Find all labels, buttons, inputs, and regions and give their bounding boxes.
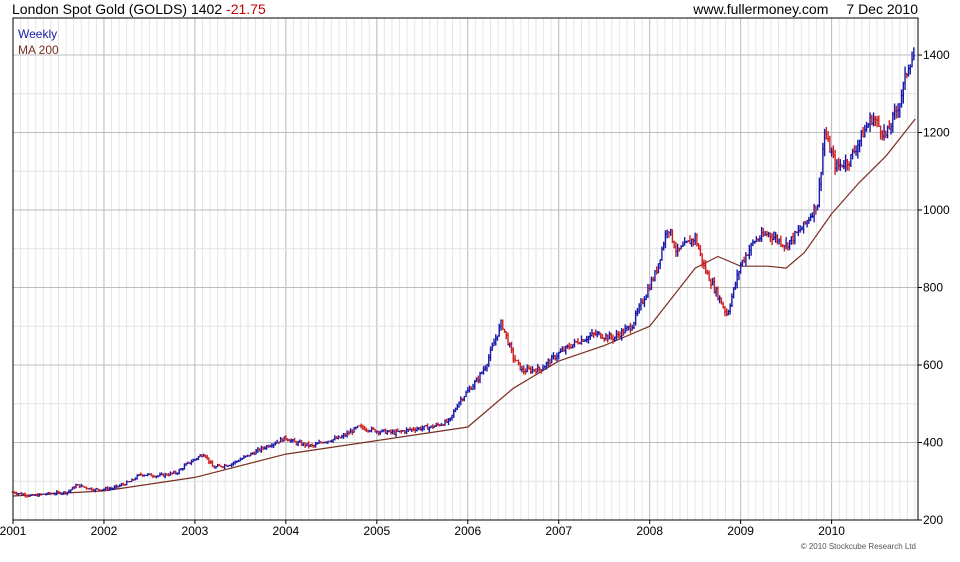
x-tick-label: 2005 bbox=[363, 524, 390, 538]
plot-border bbox=[12, 17, 919, 521]
chart-date: 7 Dec 2010 bbox=[846, 1, 918, 17]
y-axis: 200 400 600 800 1000 1200 1400 bbox=[918, 48, 950, 527]
price-change: -21.75 bbox=[226, 1, 266, 17]
y-tick-label: 200 bbox=[923, 513, 943, 527]
site-link[interactable]: www.fullermoney.com bbox=[693, 1, 829, 17]
x-tick-label: 2004 bbox=[273, 524, 300, 538]
legend-ma-200: MA 200 bbox=[18, 43, 59, 57]
x-axis: 2001 2002 2003 2004 2005 2006 2007 2008 2009 2010 bbox=[0, 520, 845, 538]
x-tick-label: 2002 bbox=[91, 524, 118, 538]
x-tick-label: 2007 bbox=[545, 524, 572, 538]
chart-header: London Spot Gold (GOLDS) 1402 -21.75 www… bbox=[12, 0, 918, 18]
y-tick-label: 800 bbox=[923, 281, 943, 295]
header-left: London Spot Gold (GOLDS) 1402 -21.75 bbox=[12, 0, 266, 18]
x-tick-label: 2003 bbox=[182, 524, 209, 538]
y-tick-label: 1000 bbox=[923, 203, 950, 217]
ma-200-line bbox=[12, 118, 916, 497]
copyright-notice: © 2010 Stockcube Research Ltd bbox=[800, 542, 916, 551]
x-tick-label: 2008 bbox=[636, 524, 663, 538]
plot-background bbox=[13, 18, 918, 520]
legend-weekly: Weekly bbox=[18, 27, 57, 41]
instrument-title: London Spot Gold (GOLDS) 1402 bbox=[12, 1, 223, 17]
y-tick-label: 1200 bbox=[923, 126, 950, 140]
x-tick-label: 2010 bbox=[818, 524, 845, 538]
y-tick-label: 600 bbox=[923, 358, 943, 372]
x-tick-label: 2009 bbox=[727, 524, 754, 538]
ma-200-layer bbox=[12, 118, 916, 497]
y-tick-label: 1400 bbox=[923, 48, 950, 62]
x-tick-label: 2006 bbox=[454, 524, 481, 538]
header-right: www.fullermoney.com 7 Dec 2010 bbox=[693, 0, 918, 18]
y-tick-label: 400 bbox=[923, 436, 943, 450]
x-tick-label: 2001 bbox=[0, 524, 27, 538]
